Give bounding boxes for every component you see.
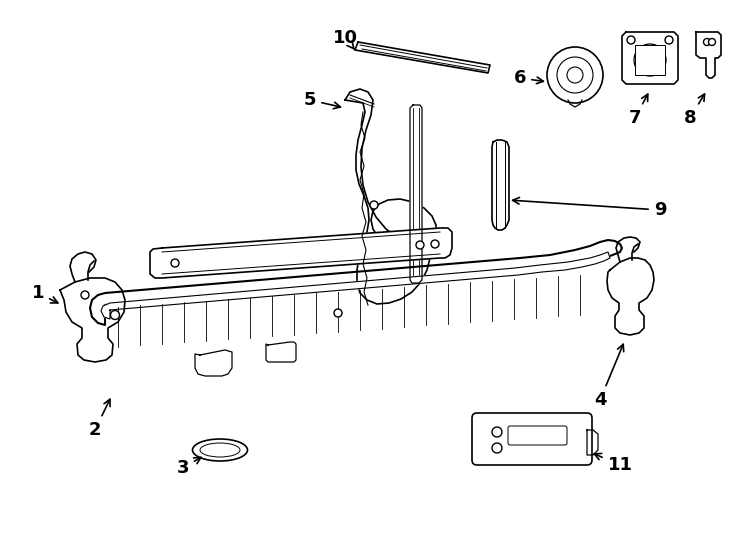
Circle shape [547,47,603,103]
Polygon shape [266,342,296,362]
Circle shape [627,36,635,44]
FancyBboxPatch shape [508,426,567,445]
Circle shape [416,241,424,249]
Text: 10: 10 [333,29,357,50]
Text: 4: 4 [594,345,624,409]
Circle shape [642,52,658,68]
FancyBboxPatch shape [635,45,665,75]
Polygon shape [622,32,678,84]
Polygon shape [150,228,452,278]
Polygon shape [492,140,509,230]
Polygon shape [195,350,232,376]
Ellipse shape [200,443,240,457]
Polygon shape [607,258,654,335]
Circle shape [492,443,502,453]
Text: 9: 9 [512,198,666,219]
Circle shape [703,38,711,45]
Circle shape [111,310,120,320]
Circle shape [557,57,593,93]
Circle shape [492,427,502,437]
Polygon shape [345,89,436,304]
Ellipse shape [192,439,247,461]
Text: 1: 1 [32,284,58,303]
Circle shape [665,36,673,44]
Circle shape [431,240,439,248]
FancyBboxPatch shape [472,413,592,465]
Polygon shape [101,252,610,319]
Polygon shape [355,42,490,73]
Circle shape [81,291,89,299]
Polygon shape [90,240,622,325]
Text: 5: 5 [304,91,341,109]
Text: 2: 2 [89,399,110,439]
Text: 6: 6 [514,69,543,87]
Text: 8: 8 [683,94,705,127]
Text: 3: 3 [177,457,201,477]
Circle shape [634,44,666,76]
Polygon shape [696,32,721,78]
Circle shape [708,38,716,45]
Polygon shape [60,278,125,362]
Text: 11: 11 [595,454,633,474]
Text: 7: 7 [629,94,648,127]
Circle shape [567,67,583,83]
Circle shape [370,201,378,209]
Polygon shape [410,105,422,283]
Circle shape [171,259,179,267]
Circle shape [334,309,342,317]
